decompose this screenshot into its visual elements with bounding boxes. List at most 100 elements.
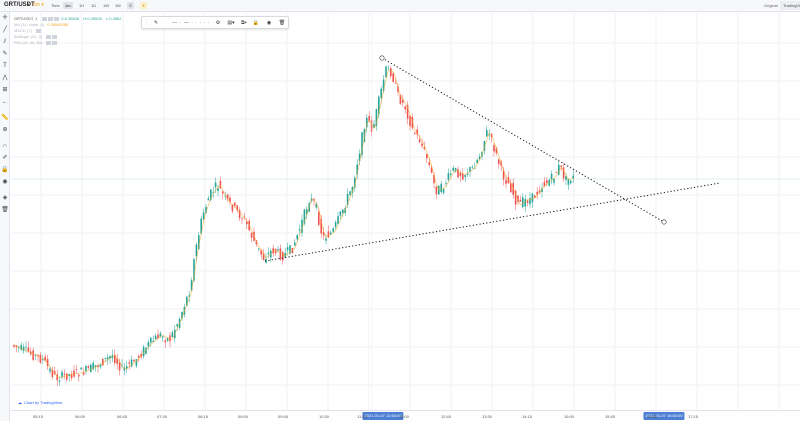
candle-body bbox=[186, 296, 188, 306]
candle-body bbox=[505, 179, 507, 184]
time-axis[interactable]: 2021-01-07 12:53:00 2021-01-07 16:53:00 … bbox=[11, 410, 800, 421]
timeframe-1m[interactable]: 1m bbox=[63, 2, 73, 9]
candle-body bbox=[450, 173, 452, 175]
chart-legend: GRTUSDT, 1 O:0.39526 H:0.39526 L:0.3952 … bbox=[14, 16, 125, 46]
original-link[interactable]: Original bbox=[764, 3, 778, 8]
candle-body bbox=[171, 332, 174, 337]
settings-icon[interactable]: ☀ bbox=[140, 2, 147, 9]
trash-icon[interactable]: 🗑 bbox=[1, 207, 9, 213]
legend-ind3-row: Bollinger (20, 2) bbox=[14, 34, 125, 40]
symbol-name[interactable]: GRT/USDT bbox=[4, 2, 35, 8]
lock-icon[interactable]: 🔒 bbox=[252, 20, 260, 26]
timeframe-1h[interactable]: 1H bbox=[79, 3, 85, 8]
stay-drawing-icon[interactable]: ✐ bbox=[2, 155, 8, 161]
brush-icon[interactable]: ✎ bbox=[2, 51, 8, 57]
price-chart[interactable] bbox=[11, 13, 800, 410]
template-icon[interactable]: ▤▾ bbox=[227, 20, 235, 26]
crosshair-icon[interactable]: ✛ bbox=[2, 15, 8, 21]
tradingview-watermark[interactable]: ☁ Chart by TradingView bbox=[18, 400, 63, 405]
candle-body bbox=[49, 368, 51, 372]
ruler-measure-icon[interactable]: ⊞ bbox=[2, 87, 8, 93]
arrow-left-icon[interactable]: ← bbox=[2, 99, 8, 105]
visibility-icon[interactable]: ⧉▾ bbox=[241, 20, 247, 26]
candle-body bbox=[200, 218, 202, 234]
trash-icon[interactable]: 🗑 bbox=[278, 20, 286, 26]
candle-body bbox=[495, 147, 498, 153]
candle-body bbox=[428, 162, 430, 166]
ruler-icon[interactable]: 📏 bbox=[1, 115, 9, 121]
candle-body bbox=[255, 240, 258, 245]
trend-line-icon[interactable]: ╱ bbox=[3, 27, 7, 33]
candle-body bbox=[130, 359, 133, 367]
candle-body bbox=[519, 199, 522, 202]
drag-handle-icon[interactable]: ⋮ bbox=[144, 20, 149, 26]
eye-icon[interactable] bbox=[42, 16, 48, 21]
settings-icon[interactable] bbox=[52, 40, 58, 45]
candle-body bbox=[529, 198, 531, 205]
timeframe-1w[interactable]: 1W bbox=[103, 3, 109, 8]
candle-body bbox=[277, 249, 279, 251]
settings-icon[interactable] bbox=[52, 34, 58, 39]
lock-icon[interactable]: 🔒 bbox=[1, 167, 9, 173]
legend-ma-row: MA (14, close, 0) 0.39548289 bbox=[14, 22, 125, 28]
tradingview-button[interactable]: TradingView bbox=[780, 1, 800, 10]
candle-body bbox=[322, 232, 325, 236]
legend-ind3: Bollinger (20, 2) bbox=[14, 34, 43, 39]
pattern-icon[interactable]: ⋀ bbox=[2, 75, 8, 81]
candle-body bbox=[414, 132, 416, 134]
candle-body bbox=[327, 231, 330, 238]
time-axis-tick: 15:45 bbox=[604, 414, 616, 419]
candle-body bbox=[90, 364, 92, 373]
candle-body bbox=[368, 116, 370, 122]
layers-icon[interactable]: ◈ bbox=[2, 195, 8, 201]
eye-icon[interactable] bbox=[46, 40, 52, 45]
candle-body bbox=[294, 242, 296, 246]
compare-icon[interactable]: 5m ▾ bbox=[33, 2, 44, 8]
chevron-down-icon[interactable]: ▾ bbox=[27, 2, 30, 8]
candle-body bbox=[536, 191, 538, 195]
timeframe-1mo[interactable]: 1M bbox=[115, 3, 121, 8]
drawing-properties-toolbar: ⋮ ✎ — · — · · · · · ⚙ ▤▾ ⧉▾ 🔒 ◉ 🗑 bbox=[141, 16, 289, 29]
candle-body bbox=[116, 358, 118, 364]
candle-body bbox=[430, 167, 433, 173]
timeframe-1d[interactable]: 1D bbox=[91, 3, 97, 8]
candle-body bbox=[356, 164, 358, 175]
candle-body bbox=[334, 222, 337, 228]
tradingview-logo-icon: ☁ bbox=[18, 400, 22, 405]
candle-body bbox=[402, 99, 404, 103]
candle-body bbox=[373, 123, 375, 128]
candle-body bbox=[231, 204, 234, 212]
eye-icon[interactable]: ◉ bbox=[266, 20, 272, 26]
candle-body bbox=[543, 181, 546, 187]
magnet-icon[interactable]: ∩ bbox=[2, 143, 8, 149]
line-color-icon[interactable]: ✎ bbox=[153, 20, 159, 26]
indicators-icon[interactable]: ⚟ bbox=[127, 2, 134, 9]
settings-icon[interactable] bbox=[48, 16, 54, 21]
candle-body bbox=[202, 212, 205, 220]
line-style-icon[interactable]: — · — · · · · · bbox=[172, 20, 210, 26]
candle-body bbox=[58, 380, 61, 382]
eye-icon[interactable]: ◉ bbox=[2, 179, 8, 185]
candle-body bbox=[25, 346, 27, 348]
zoom-in-icon[interactable]: ⊕ bbox=[2, 127, 8, 133]
close-icon[interactable] bbox=[54, 16, 60, 21]
candle-body bbox=[459, 172, 462, 177]
candle-body bbox=[423, 146, 426, 149]
candle-body bbox=[212, 192, 214, 194]
candle-body bbox=[550, 173, 553, 180]
settings-icon[interactable]: ⚙ bbox=[215, 20, 221, 26]
eye-icon[interactable] bbox=[46, 34, 52, 39]
candle-body bbox=[435, 186, 438, 195]
chart-area[interactable] bbox=[11, 13, 800, 410]
eye-icon[interactable] bbox=[35, 28, 41, 33]
candle-body bbox=[385, 66, 387, 78]
text-icon[interactable]: T bbox=[3, 63, 7, 69]
candle-body bbox=[438, 185, 440, 195]
legend-ind4-row: RSI (14, 40, 60) bbox=[14, 40, 125, 46]
candle-body bbox=[246, 221, 248, 225]
candle-body bbox=[39, 354, 42, 363]
channel-icon[interactable]: ⫽ bbox=[3, 39, 7, 45]
candle-body bbox=[349, 191, 351, 195]
time-axis-tick: 08:15 bbox=[197, 414, 209, 419]
candle-body bbox=[147, 341, 150, 347]
